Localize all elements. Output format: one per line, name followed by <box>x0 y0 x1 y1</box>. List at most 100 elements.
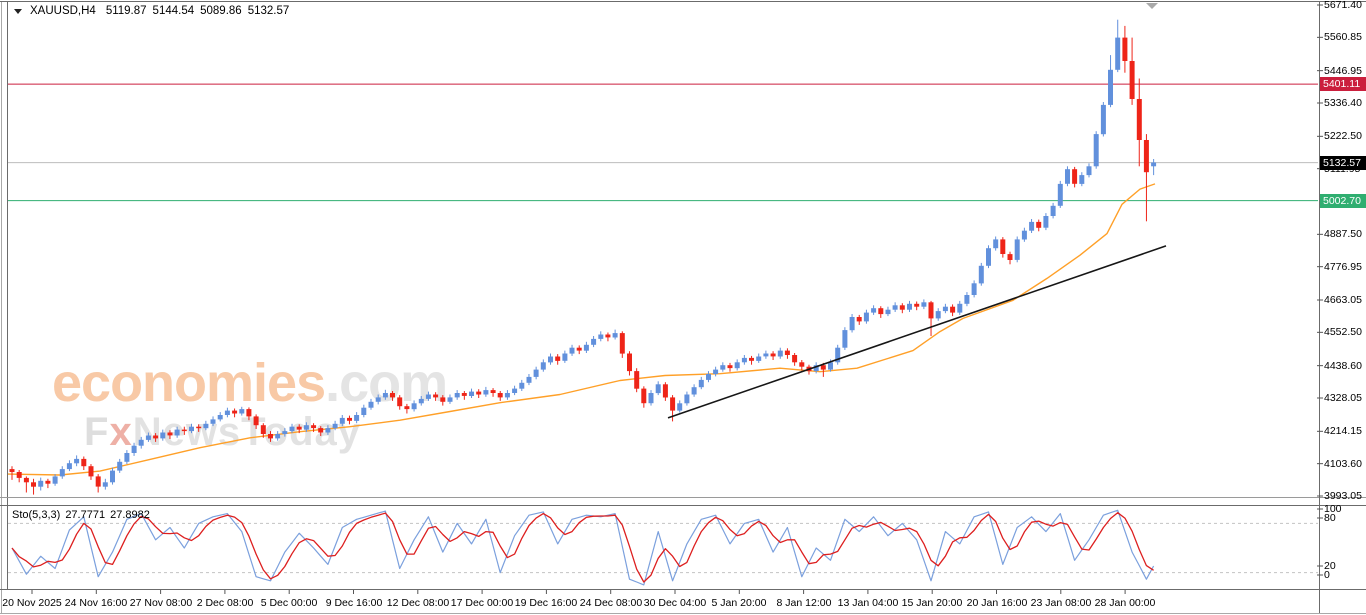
candle-bullish <box>203 423 209 429</box>
candle-bearish <box>634 371 640 389</box>
candle-bearish <box>440 397 446 402</box>
candle-bullish <box>598 334 604 339</box>
candle-bullish <box>325 428 331 433</box>
candle-bullish <box>131 445 137 453</box>
candle-bearish <box>662 384 668 398</box>
candle-bearish <box>167 432 173 436</box>
candle-bearish <box>9 469 15 472</box>
candle-bullish <box>907 303 912 310</box>
candle-bullish <box>741 357 747 363</box>
candle-bullish <box>102 482 108 487</box>
price-axis-label: 5560.85 <box>1324 31 1362 43</box>
candle-bearish <box>1129 61 1135 99</box>
candle-bullish <box>454 393 460 398</box>
trendline <box>667 245 1167 419</box>
date-axis-label: 9 Dec 16:00 <box>325 597 383 609</box>
candle-bullish <box>189 426 194 432</box>
candle-bullish <box>763 353 769 357</box>
candle-bullish <box>986 248 991 266</box>
candle-bullish <box>921 302 927 307</box>
candle-bullish <box>935 311 941 319</box>
candle-bearish <box>23 477 29 483</box>
symbol-dropdown-icon[interactable] <box>14 8 22 14</box>
candle-bearish <box>296 426 302 430</box>
candle-bullish <box>174 429 180 436</box>
candle-bearish <box>641 388 647 404</box>
stochastic-main-value: 27.7771 <box>65 509 106 521</box>
price-axis-label: 4328.05 <box>1324 392 1362 404</box>
candle-bullish <box>957 303 963 313</box>
candle-bullish <box>519 382 525 389</box>
candle-bullish <box>526 376 532 383</box>
candle-bearish <box>1000 239 1006 254</box>
candle-bullish <box>1100 104 1106 135</box>
price-axis-label: 4776.95 <box>1324 261 1362 273</box>
candle-bullish <box>978 265 984 284</box>
price-axis-label: 4438.60 <box>1324 360 1362 372</box>
candle-bullish <box>1065 169 1070 184</box>
candle-bullish <box>713 369 719 374</box>
candle-bullish <box>863 312 869 322</box>
candle-bearish <box>555 356 561 361</box>
chart-shift-marker-icon[interactable] <box>1146 3 1158 9</box>
price-axis-label: 4103.60 <box>1324 458 1362 470</box>
candle-bullish <box>533 369 539 377</box>
date-axis-label: 5 Dec 00:00 <box>260 597 318 609</box>
sto-scale-label: 80 <box>1324 512 1336 524</box>
candle-bearish <box>390 393 395 398</box>
price-axis-label: 4887.50 <box>1324 228 1362 240</box>
candle-bullish <box>66 463 72 470</box>
candle-bearish <box>397 397 403 407</box>
date-axis-label: 2 Dec 08:00 <box>196 597 254 609</box>
date-axis-label: 20 Jan 16:00 <box>966 597 1028 609</box>
candle-bearish <box>727 365 733 369</box>
candle-bullish <box>1108 69 1113 105</box>
candle-bearish <box>153 435 159 439</box>
watermark-brand-suffix: .com <box>325 353 448 413</box>
candle-bearish <box>246 409 252 417</box>
candle-bearish <box>1007 254 1013 260</box>
candle-bullish <box>612 333 618 338</box>
candle-bullish <box>569 347 575 354</box>
candle-bullish <box>282 431 288 434</box>
candle-bearish <box>1036 221 1042 228</box>
candle-bullish <box>813 365 819 372</box>
candle-bullish <box>540 362 546 370</box>
low-value: 5089.86 <box>200 5 242 17</box>
candle-bearish <box>928 302 934 319</box>
candle-bullish <box>591 338 597 345</box>
candle-bearish <box>627 353 632 372</box>
price-axis-label: 4663.05 <box>1324 294 1362 306</box>
candle-bullish <box>59 469 65 477</box>
candle-bullish <box>706 374 711 380</box>
watermark-brand: economies.com <box>52 353 448 413</box>
date-axis-label: 17 Dec 00:00 <box>450 597 514 609</box>
candle-bullish <box>217 415 223 420</box>
candle-bullish <box>1079 175 1085 184</box>
candle-bullish <box>842 330 848 348</box>
price-axis-label: 5336.40 <box>1324 97 1362 109</box>
sto-scale-label: 0 <box>1324 569 1330 581</box>
price-axis-label: 5222.50 <box>1324 130 1362 142</box>
candle-bullish <box>1151 162 1157 167</box>
candle-bearish <box>260 425 266 434</box>
candle-bullish <box>447 397 453 402</box>
candle-bearish <box>1122 37 1128 61</box>
candle-bearish <box>476 391 482 395</box>
candle-bullish <box>548 356 553 363</box>
high-value: 5144.54 <box>152 5 195 17</box>
candle-bullish <box>303 425 309 430</box>
candle-bearish <box>497 393 503 398</box>
candle-bearish <box>490 390 496 393</box>
price-axis-label: 4214.15 <box>1324 425 1362 437</box>
price-axis-label: 3993.05 <box>1324 490 1362 502</box>
date-axis-label: 30 Dec 04:00 <box>643 597 707 609</box>
watermark-brand-text: economies <box>52 353 326 413</box>
candle-bearish <box>799 362 805 367</box>
candle-bullish <box>411 403 417 410</box>
candle-bullish <box>942 306 948 312</box>
candle-bullish <box>469 391 474 396</box>
price-axis-label: 5446.95 <box>1324 65 1362 77</box>
